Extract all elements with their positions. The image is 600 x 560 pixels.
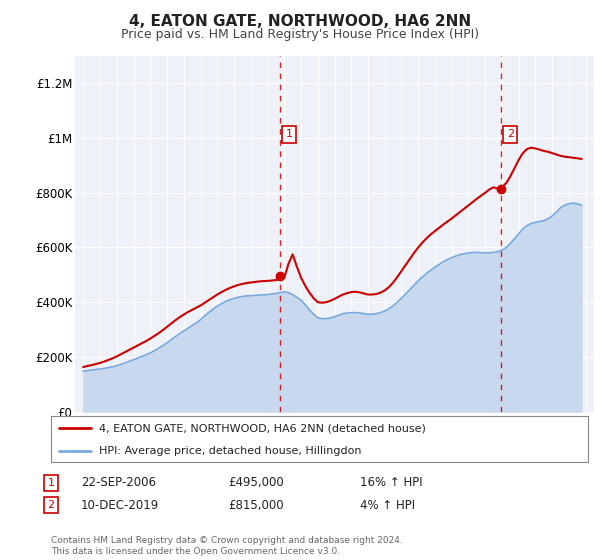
Text: 4% ↑ HPI: 4% ↑ HPI — [360, 498, 415, 512]
Text: £815,000: £815,000 — [228, 498, 284, 512]
Text: HPI: Average price, detached house, Hillingdon: HPI: Average price, detached house, Hill… — [100, 446, 362, 455]
Text: £495,000: £495,000 — [228, 476, 284, 489]
Text: Price paid vs. HM Land Registry's House Price Index (HPI): Price paid vs. HM Land Registry's House … — [121, 28, 479, 41]
Text: 10-DEC-2019: 10-DEC-2019 — [81, 498, 159, 512]
Text: 22-SEP-2006: 22-SEP-2006 — [81, 476, 156, 489]
Text: 4, EATON GATE, NORTHWOOD, HA6 2NN (detached house): 4, EATON GATE, NORTHWOOD, HA6 2NN (detac… — [100, 423, 426, 433]
Text: 1: 1 — [47, 478, 55, 488]
Text: 1: 1 — [286, 129, 292, 139]
Text: 4, EATON GATE, NORTHWOOD, HA6 2NN: 4, EATON GATE, NORTHWOOD, HA6 2NN — [129, 14, 471, 29]
Text: Contains HM Land Registry data © Crown copyright and database right 2024.
This d: Contains HM Land Registry data © Crown c… — [51, 536, 403, 556]
Text: 2: 2 — [507, 129, 514, 139]
Text: 2: 2 — [47, 500, 55, 510]
Text: 16% ↑ HPI: 16% ↑ HPI — [360, 476, 422, 489]
